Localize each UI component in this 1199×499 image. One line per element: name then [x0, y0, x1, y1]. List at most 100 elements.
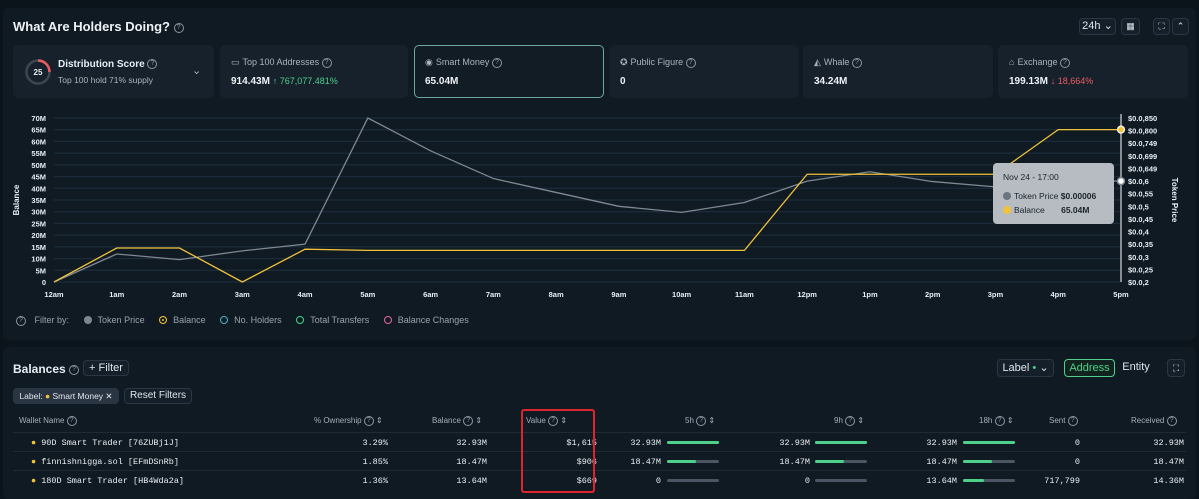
table-row[interactable]: ● finnishnigga.sol [EFmDSnRb] 1.85% 18.47M… — [13, 451, 1186, 470]
sort-icon[interactable]: ⇕ — [708, 416, 716, 426]
info-icon[interactable]: ? — [1166, 416, 1177, 426]
label-dropdown[interactable]: Label • ⌄ — [997, 359, 1054, 377]
col-received[interactable]: Received ? — [1131, 416, 1177, 426]
y-tick-label: 30M — [31, 208, 46, 217]
distribution-score-card[interactable]: 25 Distribution Score ? Top 100 hold 71%… — [13, 45, 214, 98]
top100-card[interactable]: ▭ Top 100 Addresses ? 914.43M ↑ 767,077.4… — [220, 45, 408, 98]
add-filter-button[interactable]: + Filter — [83, 360, 129, 376]
y-tick-label: 20M — [31, 231, 46, 240]
smart-money-icon: ◉ — [425, 57, 433, 67]
info-icon[interactable]: ? — [994, 416, 1005, 426]
change-bar — [963, 460, 1015, 463]
table-row[interactable]: ● 180D Smart Trader [HB4Wda2a] 1.36% 13.64… — [13, 470, 1186, 489]
y-tick-label: 60M — [31, 137, 46, 146]
x-tick-label: 8am — [549, 290, 564, 299]
chevron-down-icon: ⌄ — [1103, 20, 1113, 32]
wallet-name[interactable]: ● finnishnigga.sol [EFmDSnRb] — [31, 457, 179, 467]
info-icon[interactable]: ? — [66, 416, 77, 426]
address-toggle[interactable]: Address — [1064, 359, 1115, 377]
fullscreen-button[interactable]: ⛶ — [1153, 18, 1170, 35]
filter-transfers[interactable]: Total Transfers — [296, 315, 375, 325]
chevron-down-icon[interactable]: ⌄ — [192, 65, 202, 77]
collapse-button[interactable]: ⌃ — [1172, 18, 1189, 35]
col-balance[interactable]: Balance ? ⇕ — [432, 416, 483, 426]
sort-icon[interactable]: ⇕ — [475, 416, 483, 426]
sort-icon[interactable]: ⇕ — [560, 416, 568, 426]
x-tick-label: 3pm — [988, 290, 1004, 299]
col-ownership[interactable]: % Ownership ? ⇕ — [314, 416, 383, 426]
filter-balance-changes[interactable]: Balance Changes — [383, 315, 475, 325]
x-tick-label: 5pm — [1113, 290, 1129, 299]
smart-money-icon: ● — [44, 391, 51, 401]
x-tick-label: 12pm — [797, 290, 817, 299]
y2-tick-label: $0.0,649 — [1128, 164, 1157, 173]
value-amount: $669 — [576, 476, 597, 486]
plus-icon: + — [89, 362, 96, 374]
exchange-card[interactable]: ⌂ Exchange ? 199.13M ↓ 18,664% — [998, 45, 1188, 98]
interval-select[interactable]: 24h ⌄ — [1079, 18, 1116, 35]
whale-card[interactable]: ◭ Whale ? 34.24M — [803, 45, 993, 98]
info-icon[interactable]: ? — [1059, 57, 1070, 68]
sort-icon[interactable]: ⇕ — [857, 416, 865, 426]
y-tick-label: 50M — [31, 161, 46, 170]
info-icon[interactable]: ? — [147, 59, 158, 70]
ownership-value: 1.36% — [362, 476, 388, 486]
filter-token-price[interactable]: Token Price — [83, 315, 151, 325]
info-icon[interactable]: ? — [548, 416, 559, 426]
col-value[interactable]: Value ? ⇕ — [526, 416, 568, 426]
col-9h[interactable]: 9h ? ⇕ — [834, 416, 865, 426]
label-filter-chip[interactable]: Label: ● Smart Money ✕ — [13, 388, 119, 404]
x-tick-label: 4am — [298, 290, 313, 299]
smart-money-card[interactable]: ◉ Smart Money ? 65.04M — [414, 45, 604, 98]
info-icon[interactable]: ? — [1067, 416, 1078, 426]
change-bar-fill — [963, 460, 993, 463]
x-tick-label: 11am — [735, 290, 754, 299]
y2-tick-label: $0.0,850 — [1128, 114, 1157, 123]
info-icon[interactable]: ? — [851, 57, 862, 68]
info-icon[interactable]: ? — [696, 416, 707, 426]
value-amount: $906 — [576, 457, 597, 467]
info-icon[interactable]: ? — [16, 315, 26, 326]
reset-filters-button[interactable]: Reset Filters — [124, 388, 192, 404]
ownership-value: 3.29% — [362, 438, 388, 448]
info-icon[interactable]: ? — [685, 57, 696, 68]
entity-toggle[interactable]: Entity — [1122, 361, 1150, 373]
y2-tick-label: $0.0,699 — [1128, 152, 1157, 161]
info-icon[interactable]: ? — [463, 416, 474, 426]
info-icon[interactable]: ? — [363, 416, 374, 426]
sort-icon[interactable]: ⇕ — [1006, 416, 1014, 426]
received-value: 14.36M — [1153, 476, 1184, 486]
sort-icon[interactable]: ⇕ — [376, 416, 383, 426]
figure-icon: ✪ — [620, 57, 628, 67]
info-icon[interactable]: ? — [491, 57, 502, 68]
balance-dot — [1003, 206, 1011, 214]
smart-money-icon: ● — [31, 476, 42, 486]
balance-chart[interactable]: 70M 65M 60M 55M 50M 45M 40M 35M 30M 25M 20M 15M 10M 5… — [0, 108, 1199, 308]
h5-value: 32.93M — [630, 438, 661, 448]
col-5h[interactable]: 5h ? ⇕ — [685, 416, 716, 426]
wallet-name[interactable]: ● 180D Smart Trader [HB4Wda2a] — [31, 476, 184, 486]
col-wallet-name[interactable]: Wallet Name ? — [19, 416, 77, 426]
y-tick-label: 10M — [31, 255, 46, 264]
close-icon[interactable]: ✕ — [105, 391, 113, 401]
info-icon[interactable]: ? — [69, 364, 80, 375]
wallet-name[interactable]: ● 90D Smart Trader [76ZUBj1J] — [31, 438, 179, 448]
fullscreen-button[interactable]: ⛶ — [1167, 359, 1185, 377]
filter-balance[interactable]: Balance — [159, 315, 212, 325]
y-tick-label: 35M — [31, 196, 46, 205]
public-figure-card[interactable]: ✪ Public Figure ? 0 — [609, 45, 799, 98]
filter-holders[interactable]: No. Holders — [220, 315, 288, 325]
distribution-subtext: Top 100 hold 71% supply — [58, 75, 153, 85]
table-row[interactable]: ● 90D Smart Trader [76ZUBj1J] 3.29% 32.93M… — [13, 432, 1186, 451]
calendar-button[interactable]: ▦ — [1121, 18, 1140, 35]
col-sent[interactable]: Sent ? — [1049, 416, 1078, 426]
info-icon[interactable]: ? — [845, 416, 856, 426]
h5-value: 0 — [655, 476, 661, 486]
token-price-marker — [1116, 176, 1126, 186]
h9-value: 0 — [804, 476, 810, 486]
col-18h[interactable]: 18h ? ⇕ — [979, 416, 1014, 426]
info-icon[interactable]: ? — [173, 22, 184, 33]
info-icon[interactable]: ? — [321, 57, 332, 68]
tooltip-balance-row: Balance 65.04M — [1003, 205, 1089, 215]
change-bar-fill — [667, 441, 719, 444]
